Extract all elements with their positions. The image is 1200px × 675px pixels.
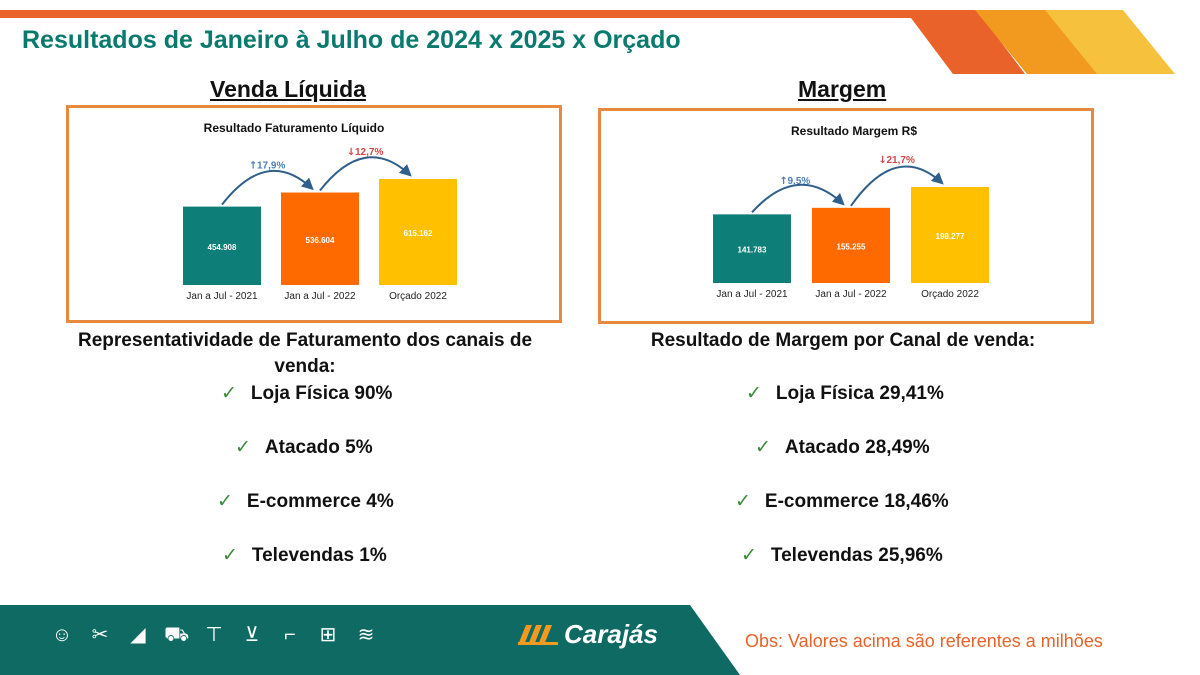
list-item-label: Atacado 5% xyxy=(264,437,373,458)
arrow-down-icon: ↓ xyxy=(347,147,355,158)
tools-icon: ✂ xyxy=(91,624,109,646)
footer-note: Obs: Valores acima são referentes a milh… xyxy=(745,631,1103,651)
worker-icon: ☺ xyxy=(51,624,73,646)
left-subtitle: Representatividade de Faturamento dos ca… xyxy=(77,330,533,377)
check-icon: ✓ xyxy=(735,491,751,512)
bar-1 xyxy=(183,206,261,285)
change-label: 21,7% xyxy=(887,155,915,166)
brand-logo: Carajás xyxy=(518,619,658,650)
wheelbarrow-icon: ⊻ xyxy=(244,624,260,646)
footer-icon-row: ☺ ✂ ◢ ⛟ ⊤ ⊻ ⌐ ⊞ ≋ xyxy=(50,623,378,647)
truck-icon: ⛟ xyxy=(164,624,190,646)
brand-name: Carajás xyxy=(564,619,658,649)
check-icon: ✓ xyxy=(222,545,238,566)
window-icon: ⊞ xyxy=(319,624,337,646)
check-icon: ✓ xyxy=(235,437,251,458)
data-label: 536.604 xyxy=(306,236,335,245)
change-label: 12,7% xyxy=(355,147,383,158)
list-item-label: Atacado 28,49% xyxy=(784,437,930,458)
bar-1 xyxy=(713,214,791,283)
data-label: 615.162 xyxy=(404,229,433,238)
bar-3 xyxy=(379,179,457,285)
list-item: ✓ E-commerce 18,46% xyxy=(735,490,949,513)
stairs-icon: ⌐ xyxy=(284,624,296,646)
category-label: Orçado 2022 xyxy=(921,289,979,300)
list-item-label: E-commerce 18,46% xyxy=(764,491,949,512)
list-item: ✓ Loja Física 29,41% xyxy=(746,382,944,405)
chart-margem: Resultado Margem R$ 141.783 Jan a Jul - 20… xyxy=(598,108,1094,324)
arrow-up-icon: ↑ xyxy=(249,161,257,172)
check-icon: ✓ xyxy=(217,491,233,512)
growth-arrow xyxy=(221,170,314,206)
check-icon: ✓ xyxy=(755,437,771,458)
category-label: Jan a Jul - 2022 xyxy=(284,291,356,302)
list-item: ✓ Atacado 28,49% xyxy=(755,436,930,459)
list-item-label: Loja Física 29,41% xyxy=(775,383,944,404)
category-label: Jan a Jul - 2021 xyxy=(716,289,788,300)
check-icon: ✓ xyxy=(746,383,762,404)
check-icon: ✓ xyxy=(741,545,757,566)
right-subtitle: Resultado de Margem por Canal de venda: xyxy=(650,330,1036,351)
data-label: 198.277 xyxy=(936,232,965,241)
growth-arrow xyxy=(319,156,412,192)
tiles-icon: ≋ xyxy=(357,624,375,646)
list-item: ✓ Televendas 25,96% xyxy=(741,544,943,567)
bar-3 xyxy=(911,187,989,283)
chart-faturamento: Resultado Faturamento Líquido 454.908 Jan … xyxy=(66,105,562,323)
change-label: 9,5% xyxy=(788,176,811,187)
data-label: 454.908 xyxy=(208,243,237,252)
data-label: 155.255 xyxy=(837,242,866,251)
data-label: 141.783 xyxy=(738,246,767,255)
list-item-label: Loja Física 90% xyxy=(250,383,393,404)
arrow-up-icon: ↑ xyxy=(780,176,788,187)
category-label: Orçado 2022 xyxy=(389,291,447,302)
chart-title: Resultado Faturamento Líquido xyxy=(204,121,385,135)
section-title-margem: Margem xyxy=(798,76,887,102)
growth-arrow xyxy=(850,165,944,207)
list-item: ✓ Televendas 1% xyxy=(222,544,387,567)
page-title: Resultados de Janeiro à Julho de 2024 x … xyxy=(22,26,681,54)
category-label: Jan a Jul - 2022 xyxy=(815,289,887,300)
top-accent-bar xyxy=(0,10,1000,18)
drill-icon: ⊤ xyxy=(205,624,223,646)
trowel-icon: ◢ xyxy=(130,624,146,646)
list-item-label: E-commerce 4% xyxy=(246,491,394,512)
chart-margem-svg: Resultado Margem R$ 141.783 Jan a Jul - 20… xyxy=(713,124,989,300)
list-item-label: Televendas 1% xyxy=(251,545,387,566)
list-item: ✓ Atacado 5% xyxy=(235,436,373,459)
chart-faturamento-svg: Resultado Faturamento Líquido 454.908 Jan … xyxy=(183,121,457,302)
check-icon: ✓ xyxy=(221,383,237,404)
growth-arrow xyxy=(751,183,845,214)
category-label: Jan a Jul - 2021 xyxy=(186,291,258,302)
footer: ☺ ✂ ◢ ⛟ ⊤ ⊻ ⌐ ⊞ ≋ Carajás Obs: Valores a… xyxy=(0,605,1200,675)
bar-2 xyxy=(281,192,359,285)
change-label: 17,9% xyxy=(257,161,285,172)
chart-title: Resultado Margem R$ xyxy=(791,124,917,138)
list-item: ✓ E-commerce 4% xyxy=(217,490,394,513)
footer-band: ☺ ✂ ◢ ⛟ ⊤ ⊻ ⌐ ⊞ ≋ Carajás xyxy=(0,605,740,675)
list-item-label: Televendas 25,96% xyxy=(770,545,943,566)
brand-mark-icon xyxy=(518,624,558,645)
section-title-venda: Venda Líquida xyxy=(210,76,366,102)
list-item: ✓ Loja Física 90% xyxy=(221,382,392,405)
bar-2 xyxy=(812,207,890,283)
arrow-down-icon: ↓ xyxy=(879,155,887,166)
